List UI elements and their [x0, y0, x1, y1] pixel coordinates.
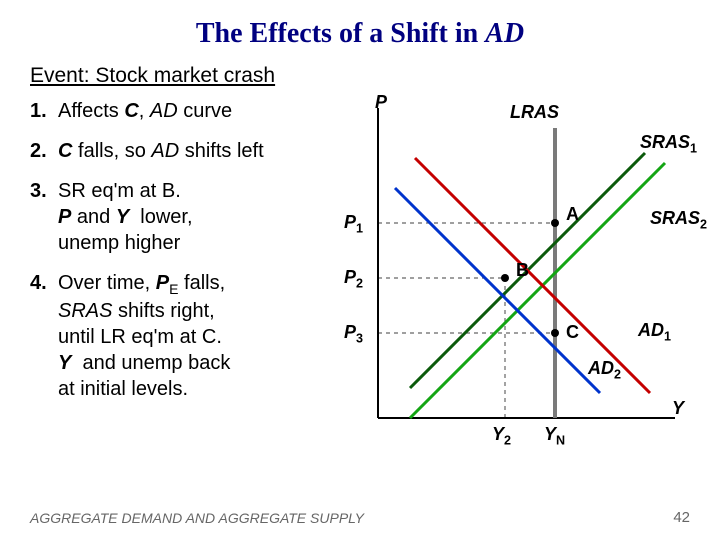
item-num: 2.	[30, 138, 58, 164]
sras2-label: SRAS2	[650, 208, 707, 232]
point-c-label: C	[566, 322, 579, 343]
steps-list: 1. Affects C, AD curve 2. C falls, so AD…	[30, 98, 330, 458]
page-number: 42	[673, 509, 690, 526]
item-text: SR eq'm at B.P and Y lower,unemp higher	[58, 178, 193, 256]
list-item: 2. C falls, so AD shifts left	[30, 138, 330, 164]
yn-label: YN	[544, 424, 565, 448]
item-text: C falls, so AD shifts left	[58, 138, 264, 164]
content-row: 1. Affects C, AD curve 2. C falls, so AD…	[30, 98, 690, 458]
point-b-label: B	[516, 260, 529, 281]
chart: P LRAS SRAS1 SRAS2 AD1 AD2 Y P1 P2 P3 Y2…	[340, 98, 690, 458]
axis-label-y: Y	[672, 398, 684, 419]
page-title: The Effects of a Shift in AD	[30, 18, 690, 50]
item-text: Affects C, AD curve	[58, 98, 232, 124]
title-ad: AD	[485, 18, 524, 49]
p1-label: P1	[344, 212, 363, 236]
p2-label: P2	[344, 267, 363, 291]
footer-text: AGGREGATE DEMAND AND AGGREGATE SUPPLY	[30, 510, 364, 526]
title-prefix: The Effects of a Shift in	[196, 18, 485, 49]
item-num: 4.	[30, 270, 58, 402]
list-item: 4. Over time, PE falls,SRAS shifts right…	[30, 270, 330, 402]
item-text: Over time, PE falls,SRAS shifts right,un…	[58, 270, 230, 402]
item-num: 1.	[30, 98, 58, 124]
ad2-label: AD2	[588, 358, 621, 382]
list-item: 1. Affects C, AD curve	[30, 98, 330, 124]
y2-label: Y2	[492, 424, 511, 448]
sras1-label: SRAS1	[640, 132, 697, 156]
p3-label: P3	[344, 322, 363, 346]
item-num: 3.	[30, 178, 58, 256]
list-item: 3. SR eq'm at B.P and Y lower,unemp high…	[30, 178, 330, 256]
point-a-label: A	[566, 204, 579, 225]
event-line: Event: Stock market crash	[30, 64, 690, 88]
lras-label: LRAS	[510, 102, 559, 123]
axis-label-p: P	[375, 92, 387, 113]
ad1-label: AD1	[638, 320, 671, 344]
chart-svg	[340, 98, 690, 458]
